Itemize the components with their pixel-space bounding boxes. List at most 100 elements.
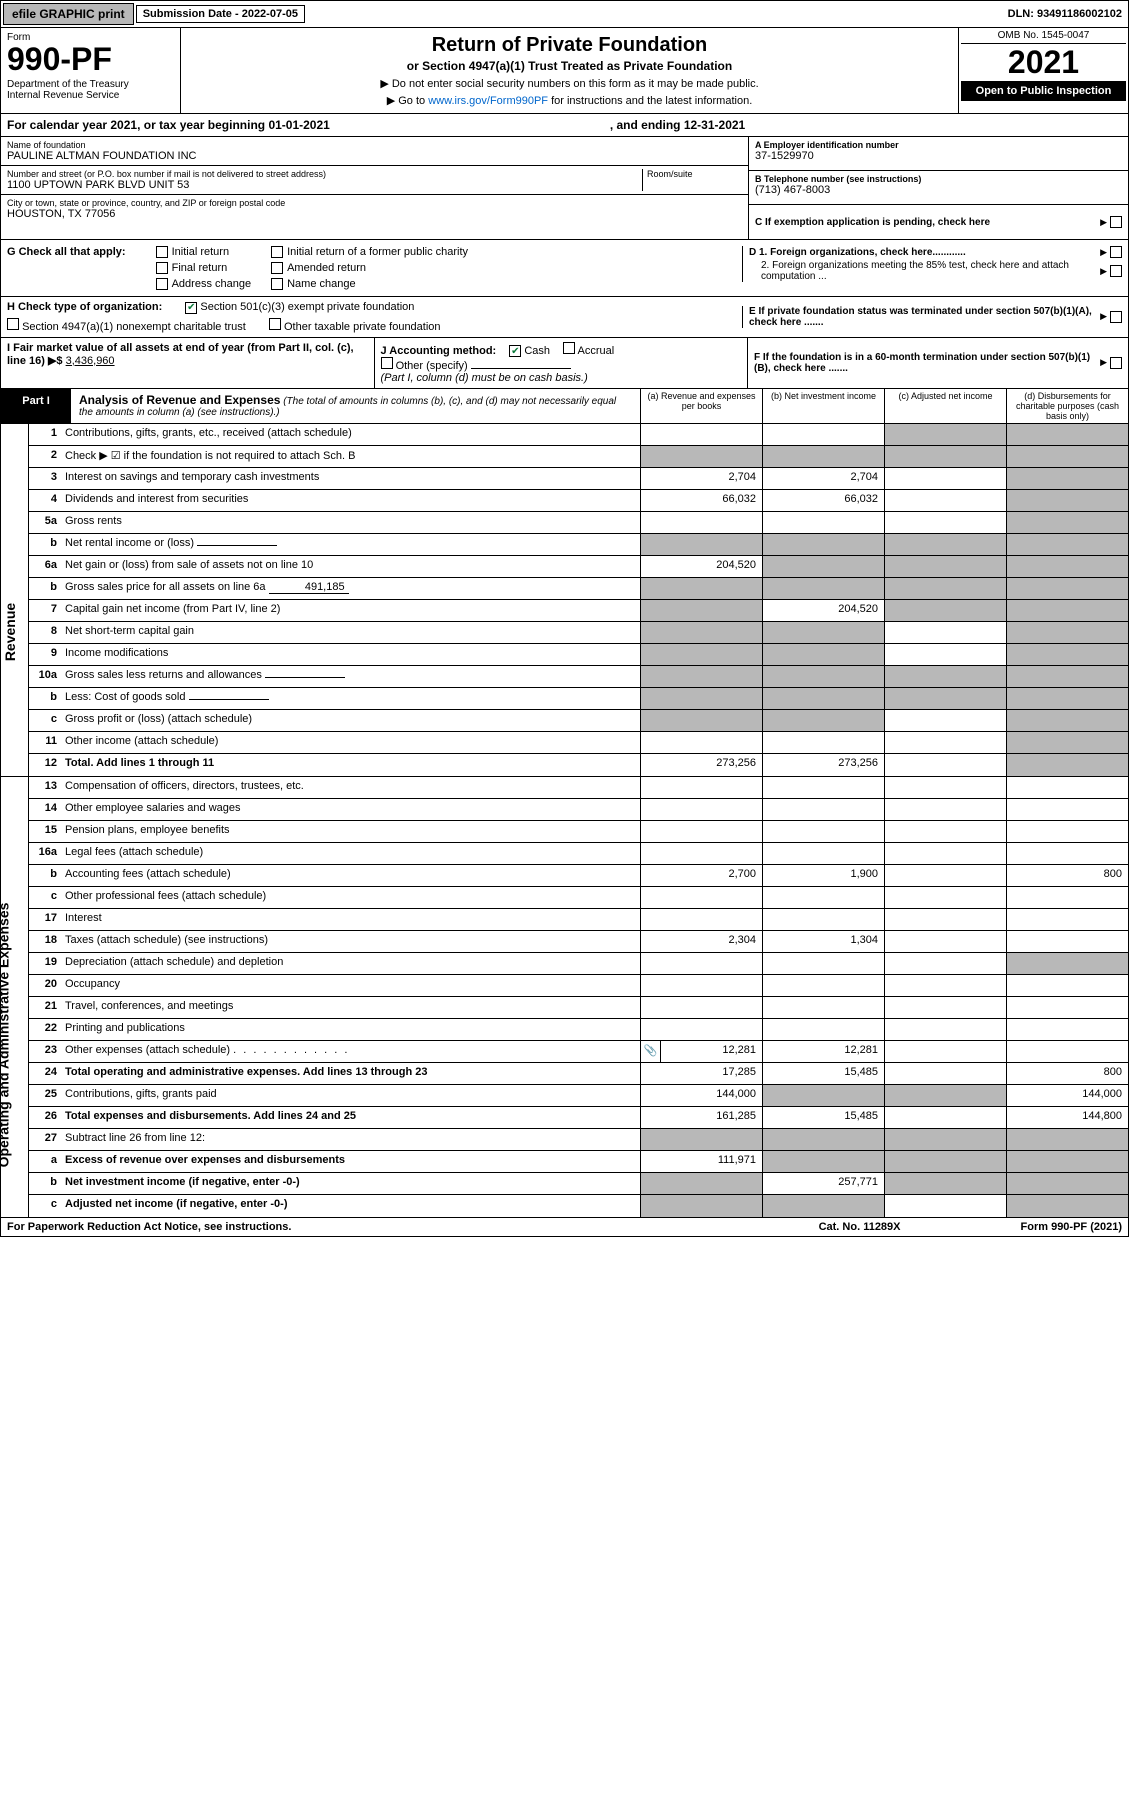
table-row: 5aGross rents — [29, 512, 1128, 534]
table-row: 11Other income (attach schedule) — [29, 732, 1128, 754]
table-cell — [640, 997, 762, 1018]
j-cash-checkbox[interactable] — [509, 345, 521, 357]
table-cell — [884, 666, 1006, 687]
row-description: Gross profit or (loss) (attach schedule) — [61, 710, 640, 731]
row-description: Other expenses (attach schedule) — [61, 1041, 640, 1062]
g-col2: Initial return of a former public charit… — [271, 246, 468, 290]
table-cell — [762, 1151, 884, 1172]
table-cell — [884, 754, 1006, 776]
table-cell — [884, 534, 1006, 555]
table-cell — [762, 732, 884, 753]
g-initial-public-checkbox[interactable] — [271, 246, 283, 258]
name-label: Name of foundation — [7, 140, 742, 150]
h-4947-checkbox[interactable] — [7, 318, 19, 330]
g-opt-1: Final return — [172, 262, 228, 274]
h-501c3-checkbox[interactable] — [185, 302, 197, 314]
foundation-name: PAULINE ALTMAN FOUNDATION INC — [7, 150, 742, 162]
row-description: Other professional fees (attach schedule… — [61, 887, 640, 908]
g-final-checkbox[interactable] — [156, 262, 168, 274]
cal-begin: For calendar year 2021, or tax year begi… — [7, 118, 330, 132]
table-cell — [884, 1085, 1006, 1106]
city-cell: City or town, state or province, country… — [1, 195, 748, 223]
table-cell — [640, 777, 762, 798]
table-cell — [884, 1173, 1006, 1194]
dln: DLN: 93491186002102 — [1008, 8, 1128, 20]
table-row: 12Total. Add lines 1 through 11273,25627… — [29, 754, 1128, 776]
row-number: a — [29, 1151, 61, 1172]
table-cell — [1006, 1041, 1128, 1062]
g-opt-0: Initial return — [172, 246, 229, 258]
row-description: Interest — [61, 909, 640, 930]
table-cell — [1006, 754, 1128, 776]
c-checkbox[interactable] — [1110, 216, 1122, 228]
table-cell — [762, 843, 884, 864]
row-number: 19 — [29, 953, 61, 974]
table-cell — [640, 446, 762, 467]
j-accrual-checkbox[interactable] — [563, 342, 575, 354]
g-initial-checkbox[interactable] — [156, 246, 168, 258]
row-number: 15 — [29, 821, 61, 842]
table-cell — [640, 710, 762, 731]
row-description: Gross rents — [61, 512, 640, 533]
j-other-checkbox[interactable] — [381, 357, 393, 369]
row-description: Compensation of officers, directors, tru… — [61, 777, 640, 798]
g-amended-checkbox[interactable] — [271, 262, 283, 274]
form-header: Form 990-PF Department of the Treasury I… — [0, 28, 1129, 114]
d1-checkbox[interactable] — [1110, 246, 1122, 258]
table-cell — [640, 622, 762, 643]
row-description: Accounting fees (attach schedule) — [61, 865, 640, 886]
i-value: 3,436,960 — [66, 355, 115, 367]
table-cell — [1006, 1195, 1128, 1217]
table-cell: 2,704 — [762, 468, 884, 489]
table-cell — [884, 446, 1006, 467]
city: HOUSTON, TX 77056 — [7, 208, 742, 220]
g-name-checkbox[interactable] — [271, 278, 283, 290]
row-description: Net short-term capital gain — [61, 622, 640, 643]
table-cell — [884, 578, 1006, 599]
table-cell — [640, 666, 762, 687]
h-other-checkbox[interactable] — [269, 318, 281, 330]
table-cell: 144,000 — [640, 1085, 762, 1106]
table-cell — [762, 909, 884, 930]
row-number: 25 — [29, 1085, 61, 1106]
table-cell — [762, 1195, 884, 1217]
table-row: bGross sales price for all assets on lin… — [29, 578, 1128, 600]
table-cell — [884, 931, 1006, 952]
h-opt1: Section 501(c)(3) exempt private foundat… — [200, 301, 414, 313]
table-cell — [884, 424, 1006, 445]
table-cell — [1006, 644, 1128, 665]
table-cell — [762, 556, 884, 577]
table-cell — [640, 644, 762, 665]
column-headers: (a) Revenue and expenses per books (b) N… — [640, 389, 1128, 423]
row-description: Dividends and interest from securities — [61, 490, 640, 511]
e-checkbox[interactable] — [1110, 311, 1122, 323]
table-row: 19Depreciation (attach schedule) and dep… — [29, 953, 1128, 975]
table-cell — [1006, 997, 1128, 1018]
table-cell — [1006, 887, 1128, 908]
f-checkbox[interactable] — [1110, 357, 1122, 369]
row-number: 17 — [29, 909, 61, 930]
row-number: 18 — [29, 931, 61, 952]
row-description: Contributions, gifts, grants paid — [61, 1085, 640, 1106]
g-address-checkbox[interactable] — [156, 278, 168, 290]
row-description: Other income (attach schedule) — [61, 732, 640, 753]
table-row: 17Interest — [29, 909, 1128, 931]
ein-cell: A Employer identification number 37-1529… — [749, 137, 1128, 171]
d2-checkbox[interactable] — [1110, 265, 1122, 277]
table-row: cOther professional fees (attach schedul… — [29, 887, 1128, 909]
row-description: Net gain or (loss) from sale of assets n… — [61, 556, 640, 577]
row-description: Capital gain net income (from Part IV, l… — [61, 600, 640, 621]
table-cell: 204,520 — [640, 556, 762, 577]
table-cell — [884, 556, 1006, 577]
j-label: J Accounting method: — [381, 345, 497, 357]
efile-button[interactable]: efile GRAPHIC print — [3, 3, 134, 25]
table-row: cAdjusted net income (if negative, enter… — [29, 1195, 1128, 1217]
table-cell — [884, 843, 1006, 864]
row-number: b — [29, 865, 61, 886]
irs-link[interactable]: www.irs.gov/Form990PF — [428, 95, 548, 107]
table-cell — [884, 821, 1006, 842]
table-cell — [640, 799, 762, 820]
row-description: Travel, conferences, and meetings — [61, 997, 640, 1018]
table-cell — [884, 622, 1006, 643]
attachment-icon[interactable]: 📎 — [640, 1041, 660, 1062]
